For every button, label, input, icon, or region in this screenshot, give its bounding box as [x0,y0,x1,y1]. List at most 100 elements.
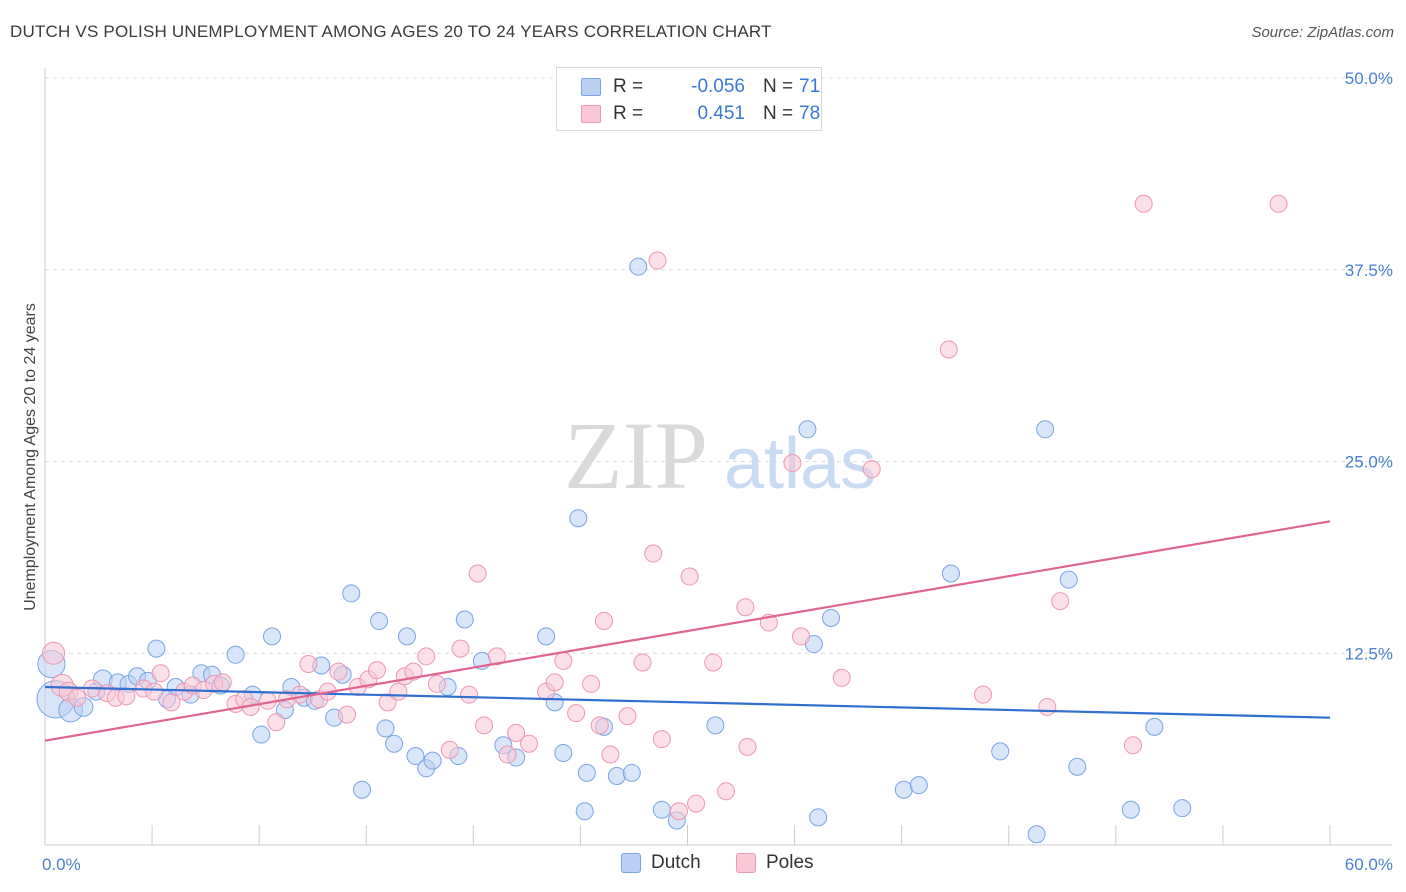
dutch-point[interactable] [706,716,725,735]
poles-point[interactable] [451,639,470,658]
poles-point[interactable] [498,745,517,764]
poles-point[interactable] [633,653,652,672]
dutch-point[interactable] [798,420,817,439]
poles-point[interactable] [567,704,586,723]
poles-point[interactable] [648,251,667,270]
poles-point[interactable] [145,682,164,701]
poles-point[interactable] [687,794,706,813]
poles-point[interactable] [738,737,757,756]
poles-point[interactable] [378,693,397,712]
dutch-point[interactable] [554,743,573,762]
poles-point[interactable] [389,682,408,701]
poles-point[interactable] [290,685,309,704]
poles-point[interactable] [329,662,348,681]
poles-point[interactable] [475,716,494,735]
dutch-point[interactable] [1121,800,1140,819]
dutch-point[interactable] [941,564,960,583]
dutch-point[interactable] [1036,420,1055,439]
poles-point[interactable] [162,693,181,712]
poles-point[interactable] [939,340,958,359]
dutch-point[interactable] [569,509,588,528]
legend-item-poles[interactable]: Poles [736,852,814,874]
dutch-point[interactable] [252,725,271,744]
poles-point[interactable] [1269,194,1288,213]
y-tick-label: 25.0% [1345,453,1393,472]
dutch-point[interactable] [455,610,474,629]
poles-point[interactable] [68,688,87,707]
dutch-point[interactable] [1145,717,1164,736]
poles-point[interactable] [460,685,479,704]
poles-point[interactable] [652,730,671,749]
poles-point[interactable] [792,627,811,646]
poles-point[interactable] [1123,736,1142,755]
dutch-point[interactable] [1173,799,1192,818]
dutch-n-label: N = [763,76,794,97]
poles-point[interactable] [1134,194,1153,213]
poles-point[interactable] [554,651,573,670]
poles-point[interactable] [669,802,688,821]
poles-point[interactable] [704,653,723,672]
poles-point[interactable] [862,460,881,479]
poles-point[interactable] [267,713,286,732]
poles-point[interactable] [594,612,613,631]
poles-point[interactable] [520,734,539,753]
poles-point[interactable] [487,647,506,666]
legend-poles-swatch [736,853,756,873]
dutch-point[interactable] [809,808,828,827]
poles-point[interactable] [427,674,446,693]
poles-point[interactable] [299,654,318,673]
poles-point[interactable] [42,641,66,665]
poles-point[interactable] [367,661,386,680]
poles-point[interactable] [832,668,851,687]
poles-point[interactable] [618,707,637,726]
poles-point[interactable] [1051,592,1070,611]
poles-point[interactable] [974,685,993,704]
poles-point[interactable] [680,567,699,586]
dutch-point[interactable] [370,612,389,631]
dutch-point[interactable] [821,608,840,627]
dutch-point[interactable] [1027,825,1046,844]
poles-point[interactable] [417,647,436,666]
dutch-point[interactable] [263,627,282,646]
poles-point[interactable] [644,544,663,563]
dutch-point[interactable] [423,751,442,770]
dutch-point[interactable] [397,627,416,646]
poles-point[interactable] [468,564,487,583]
dutch-point[interactable] [342,584,361,603]
poles-point[interactable] [582,674,601,693]
dutch-point[interactable] [147,639,166,658]
poles-point[interactable] [736,598,755,617]
dutch-point[interactable] [652,800,671,819]
dutch-point[interactable] [894,780,913,799]
dutch-point[interactable] [909,776,928,795]
poles-point[interactable] [151,664,170,683]
dutch-point[interactable] [629,257,648,276]
legend-item-dutch[interactable]: Dutch [621,852,701,874]
poles-point[interactable] [337,705,356,724]
dutch-point[interactable] [991,742,1010,761]
poles-point[interactable] [717,782,736,801]
poles-point[interactable] [213,673,232,692]
dutch-point[interactable] [575,802,594,821]
dutch-point[interactable] [406,747,425,766]
poles-point[interactable] [507,724,526,743]
dutch-point[interactable] [1068,757,1087,776]
dutch-point[interactable] [607,766,626,785]
dutch-point[interactable] [577,763,596,782]
poles-point[interactable] [590,716,609,735]
dutch-point[interactable] [352,780,371,799]
dutch-point[interactable] [385,734,404,753]
poles-point[interactable] [1038,697,1057,716]
poles-point[interactable] [117,687,136,706]
grid-layer [45,77,1392,654]
dutch-point[interactable] [376,719,395,738]
poles-point[interactable] [783,454,802,473]
dutch-point[interactable] [537,627,556,646]
poles-point[interactable] [404,662,423,681]
poles-point[interactable] [545,673,564,692]
dutch-point[interactable] [226,645,245,664]
dutch-point[interactable] [622,763,641,782]
poles-point[interactable] [601,745,620,764]
dutch-point[interactable] [1059,570,1078,589]
poles-point[interactable] [440,740,459,759]
